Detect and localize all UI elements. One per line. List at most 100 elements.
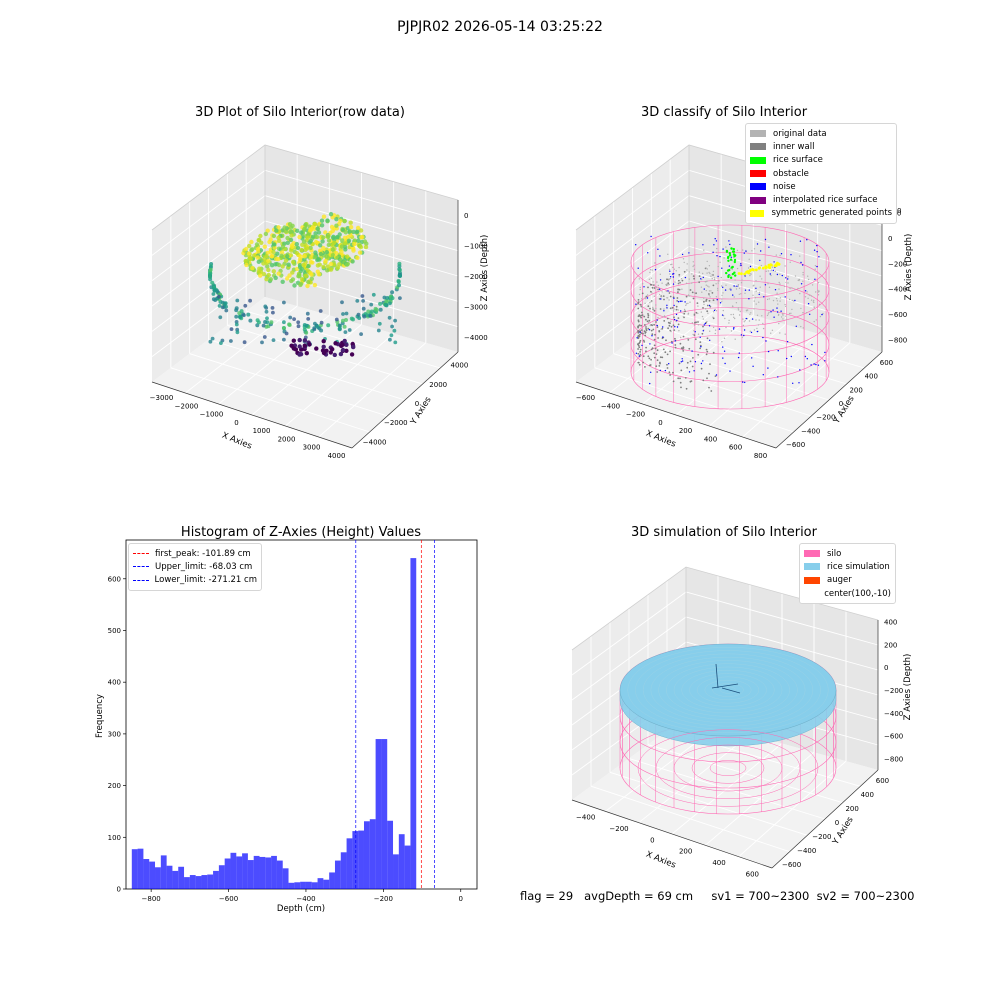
original-point (688, 295, 690, 297)
noise-point (662, 326, 664, 328)
raw-point (248, 298, 253, 303)
inner-wall-point (696, 302, 699, 304)
histogram-bar (149, 861, 156, 889)
raw-point (280, 264, 285, 269)
raw-point (314, 234, 320, 240)
original-point (728, 288, 731, 290)
inner-wall-point (650, 329, 653, 332)
histogram-bar (381, 739, 388, 889)
original-point (775, 297, 778, 300)
original-point (785, 305, 787, 308)
raw-point (285, 254, 290, 259)
inner-wall-point (668, 324, 671, 327)
noise-point (649, 382, 651, 385)
raw-point (273, 275, 278, 281)
raw-point (388, 337, 392, 342)
original-point (785, 281, 787, 284)
original-point (748, 320, 751, 322)
inner-wall-point (698, 281, 701, 284)
original-point (667, 284, 669, 286)
raw-point (340, 238, 345, 243)
original-point (681, 288, 683, 290)
raw-point (356, 312, 361, 317)
original-point (718, 280, 720, 282)
original-point (772, 299, 775, 302)
original-point (673, 268, 675, 270)
noise-point (659, 369, 661, 372)
classify-y-tick: −200 (816, 414, 835, 422)
original-point (730, 313, 732, 316)
original-point (668, 278, 670, 280)
inner-wall-point (639, 333, 641, 336)
noise-point (693, 370, 695, 372)
raw-point (302, 338, 308, 343)
original-point (738, 314, 741, 316)
inner-wall-point (677, 323, 680, 326)
inner-wall-point (637, 299, 640, 301)
raw-point (279, 250, 285, 255)
inner-wall-point (637, 319, 640, 322)
noise-point (702, 330, 704, 332)
noise-point (732, 328, 735, 330)
noise-point (776, 311, 779, 313)
noise-point (806, 358, 808, 360)
inner-wall-point (677, 317, 680, 319)
original-point (708, 290, 711, 292)
original-point (723, 257, 725, 259)
inner-wall-point (672, 380, 675, 383)
original-point (813, 301, 815, 304)
noise-point (743, 252, 745, 254)
inner-wall-point (705, 300, 707, 302)
original-point (678, 275, 680, 277)
inner-wall-point (655, 353, 658, 355)
raw-point (302, 226, 307, 232)
original-point (759, 275, 761, 277)
original-point (731, 305, 734, 307)
raw-point (269, 254, 274, 259)
simulation-z-tick: 200 (884, 641, 897, 649)
raw-point (210, 280, 215, 285)
inner-wall-point (689, 289, 692, 291)
inner-wall-point (701, 332, 704, 335)
raw-point (393, 318, 397, 323)
raw-point (331, 240, 337, 245)
noise-point (780, 310, 782, 312)
legend-label: Upper_limit: -68.03 cm (155, 561, 253, 572)
legend-swatch (750, 209, 765, 217)
simulation-x-tick: 600 (746, 870, 759, 878)
noise-point (721, 267, 723, 269)
simulation-y-tick: 600 (876, 777, 889, 785)
raw-point (211, 297, 216, 302)
original-point (802, 271, 804, 274)
simulation-y-tick: 0 (835, 819, 839, 827)
inner-wall-point (694, 338, 697, 341)
noise-point (638, 355, 640, 357)
noise-point (744, 289, 747, 291)
histogram-bar (166, 865, 173, 889)
inner-wall-point (659, 356, 662, 359)
original-point (770, 274, 772, 277)
raw-point (333, 341, 338, 346)
raw-point (323, 230, 328, 235)
original-point (706, 268, 708, 270)
noise-point (763, 296, 765, 298)
raw-point (282, 320, 286, 325)
raw-point (331, 235, 336, 240)
legend-swatch (750, 130, 766, 138)
silo-floor-ring (637, 729, 819, 807)
raw-point (342, 324, 347, 329)
raw-point (252, 253, 257, 258)
original-point (649, 269, 652, 271)
raw-point (308, 259, 314, 265)
noise-point (740, 264, 742, 267)
classify-legend-item: obstacle (750, 167, 892, 180)
noise-point (824, 360, 826, 362)
inner-wall-point (647, 305, 650, 308)
original-point (678, 282, 681, 284)
noise-point (676, 319, 678, 322)
noise-point (722, 248, 724, 250)
raw-y-ticks: −4000 −2000 0 2000 4000 (363, 362, 469, 447)
raw-point (303, 222, 308, 227)
inner-wall-point (637, 344, 640, 347)
rice-surface-point (727, 259, 730, 262)
